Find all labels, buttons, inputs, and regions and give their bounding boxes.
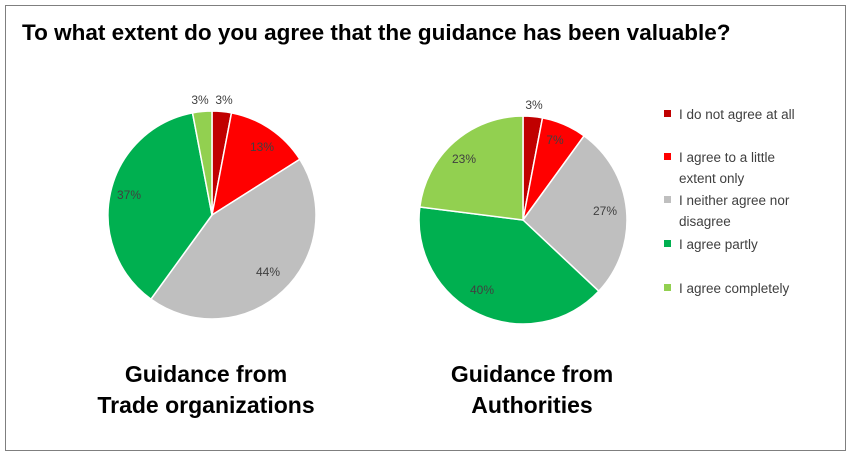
- legend-item: I do not agree at all: [664, 104, 829, 125]
- pie-slice: [522, 134, 628, 293]
- pie-slice: [418, 206, 600, 325]
- pie-data-label: 37%: [117, 188, 141, 202]
- pie-slice: [418, 115, 524, 221]
- pie-slice: [210, 111, 301, 217]
- pie-data-label: 27%: [593, 204, 617, 218]
- pie-title-line: Guidance from: [450, 361, 614, 387]
- legend-item: I agree partly: [664, 234, 829, 255]
- pie-title-line: Authorities: [471, 392, 593, 418]
- legend-swatch: [664, 110, 671, 117]
- pie-data-label: 23%: [452, 152, 476, 166]
- legend-label: I agree partly: [679, 237, 758, 252]
- pie-data-label: 40%: [470, 283, 494, 297]
- pie-slice: [191, 110, 213, 216]
- pie-data-label: 13%: [250, 140, 274, 154]
- legend-item: I agree completely: [664, 278, 829, 299]
- legend-item: I agree to a little extent only: [664, 147, 814, 189]
- legend-item: I neither agree nor disagree: [664, 190, 819, 232]
- legend-swatch: [664, 196, 671, 203]
- legend-label: I neither agree nor disagree: [679, 193, 790, 229]
- pie-title-line: Guidance from: [124, 361, 288, 387]
- legend-label: I agree to a little extent only: [679, 150, 776, 186]
- pie-title-trade-organizations: Guidance from Trade organizations: [96, 359, 316, 421]
- pie-title-authorities: Guidance from Authorities: [422, 359, 642, 421]
- chart-title: To what extent do you agree that the gui…: [22, 20, 731, 45]
- legend-swatch: [664, 240, 671, 247]
- legend-swatch: [664, 284, 671, 291]
- pie-data-label: 44%: [256, 265, 280, 279]
- pie-slice: [149, 158, 317, 320]
- legend-swatch: [664, 153, 671, 160]
- pie-data-label: 7%: [546, 133, 564, 147]
- pie-data-label: 3%: [215, 93, 233, 107]
- legend-label: I agree completely: [679, 281, 790, 296]
- legend-label: I do not agree at all: [679, 107, 795, 122]
- pie-data-label: 3%: [191, 93, 209, 107]
- pie-title-line: Trade organizations: [97, 392, 315, 418]
- pie-data-label: 3%: [525, 98, 543, 112]
- pie-slice: [107, 111, 213, 301]
